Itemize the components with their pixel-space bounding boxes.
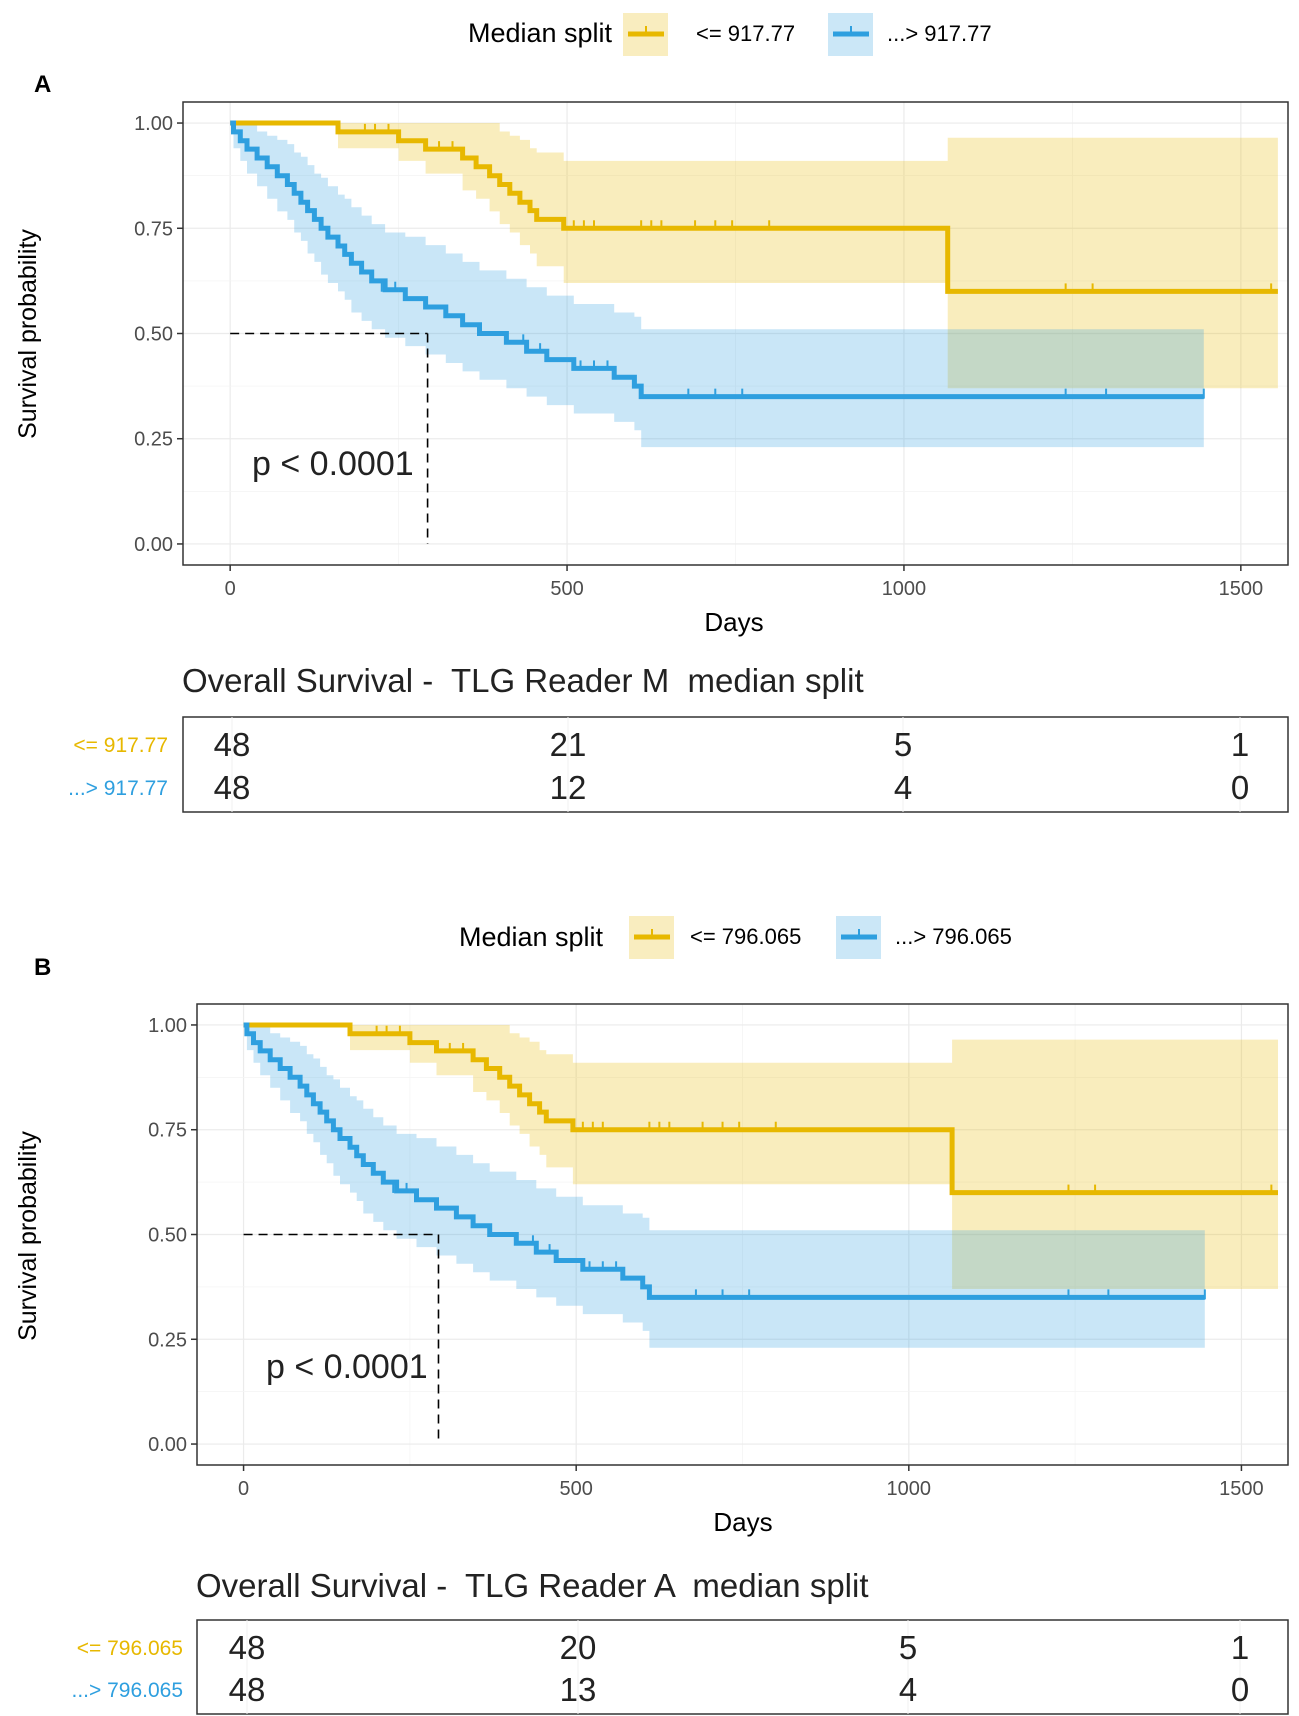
x-tick-label: 1500	[1219, 578, 1264, 600]
legend-label-high: ...> 796.065	[895, 924, 1012, 949]
x-tick-label: 0	[238, 1478, 249, 1500]
risk-count: 0	[1231, 1671, 1249, 1708]
ci-band-gold	[230, 123, 1278, 389]
y-tick-label: 0.75	[134, 218, 173, 240]
risk-count: 4	[899, 1671, 917, 1708]
risk-count: 48	[214, 726, 251, 763]
legend-label-high: ...> 917.77	[887, 21, 992, 46]
risk-table: <= 796.065 48 20 5 1 ...> 796.065 48 13 4 0	[71, 1619, 1289, 1715]
risk-row-label: <= 796.065	[77, 1637, 183, 1660]
y-tick-label: 1.00	[134, 113, 173, 135]
y-tick-label: 0.00	[148, 1434, 187, 1456]
y-tick-label: 0.50	[134, 324, 173, 346]
y-tick-label: 0.25	[148, 1329, 187, 1351]
y-tick-label: 0.00	[134, 534, 173, 556]
legend: Median split <= 917.77 ...> 917.77	[468, 13, 992, 56]
x-tick-label: 0	[225, 578, 236, 600]
x-axis-label: Days	[704, 607, 763, 637]
survival-plot: 0.00 0.25 0.50 0.75 1.00 0 500 1000 1500	[148, 1003, 1289, 1500]
survival-curve-gold	[230, 120, 1278, 294]
risk-count: 48	[229, 1671, 266, 1708]
panel-a: Median split <= 917.77 ...> 917.77 A Sur…	[14, 13, 1289, 813]
x-tick-label: 1500	[1219, 1478, 1264, 1500]
y-axis-label: Survival probability	[14, 1131, 42, 1341]
legend: Median split <= 796.065 ...> 796.065	[459, 916, 1012, 959]
survival-curve-blue	[230, 120, 1204, 400]
risk-table-border	[182, 716, 1289, 813]
survival-plot: 0.00 0.25 0.50 0.75 1.00 0 500 1000 1500	[134, 101, 1289, 600]
risk-count: 21	[550, 726, 587, 763]
y-tick-label: 0.75	[148, 1120, 187, 1142]
risk-count: 5	[899, 1629, 917, 1666]
risk-table-border	[196, 1619, 1289, 1715]
risk-count: 20	[560, 1629, 597, 1666]
risk-row-label: <= 917.77	[73, 734, 168, 757]
legend-title: Median split	[468, 18, 613, 48]
x-axis-label: Days	[713, 1507, 772, 1537]
survival-curve-blue	[243, 1022, 1205, 1300]
x-tick-label: 1000	[887, 1478, 932, 1500]
ci-band-blue	[243, 1025, 1205, 1348]
y-tick-label: 0.25	[134, 429, 173, 451]
legend-label-low: <= 917.77	[696, 21, 795, 46]
risk-row-label: ...> 917.77	[68, 777, 168, 800]
ci-band-gold	[243, 1025, 1279, 1289]
risk-count: 48	[214, 769, 251, 806]
risk-count: 0	[1231, 769, 1249, 806]
panel-letter: A	[34, 71, 51, 98]
risk-table-title: Overall Survival - TLG Reader M median s…	[182, 662, 864, 699]
x-tick-label: 1000	[882, 578, 927, 600]
p-value: p < 0.0001	[266, 1348, 428, 1386]
risk-count: 5	[894, 726, 912, 763]
survival-curve-gold	[243, 1022, 1278, 1196]
legend-label-low: <= 796.065	[690, 924, 801, 949]
risk-count: 12	[550, 769, 587, 806]
risk-count: 1	[1231, 1629, 1249, 1666]
panel-letter: B	[34, 954, 51, 981]
risk-table: <= 917.77 48 21 5 1 ...> 917.77 48 12 4 0	[68, 716, 1289, 813]
risk-count: 13	[560, 1671, 597, 1708]
y-tick-label: 1.00	[148, 1015, 187, 1037]
ci-band-blue	[230, 123, 1204, 448]
x-tick-label: 500	[550, 578, 583, 600]
y-axis-label: Survival probability	[14, 229, 42, 439]
panel-b: Median split <= 796.065 ...> 796.065 B S…	[14, 916, 1289, 1715]
risk-count: 4	[894, 769, 912, 806]
x-tick-label: 500	[560, 1478, 593, 1500]
risk-count: 1	[1231, 726, 1249, 763]
legend-title: Median split	[459, 922, 604, 952]
risk-table-title: Overall Survival - TLG Reader A median s…	[196, 1567, 869, 1604]
p-value: p < 0.0001	[252, 445, 414, 483]
risk-count: 48	[229, 1629, 266, 1666]
risk-row-label: ...> 796.065	[71, 1679, 183, 1702]
y-tick-label: 0.50	[148, 1225, 187, 1247]
